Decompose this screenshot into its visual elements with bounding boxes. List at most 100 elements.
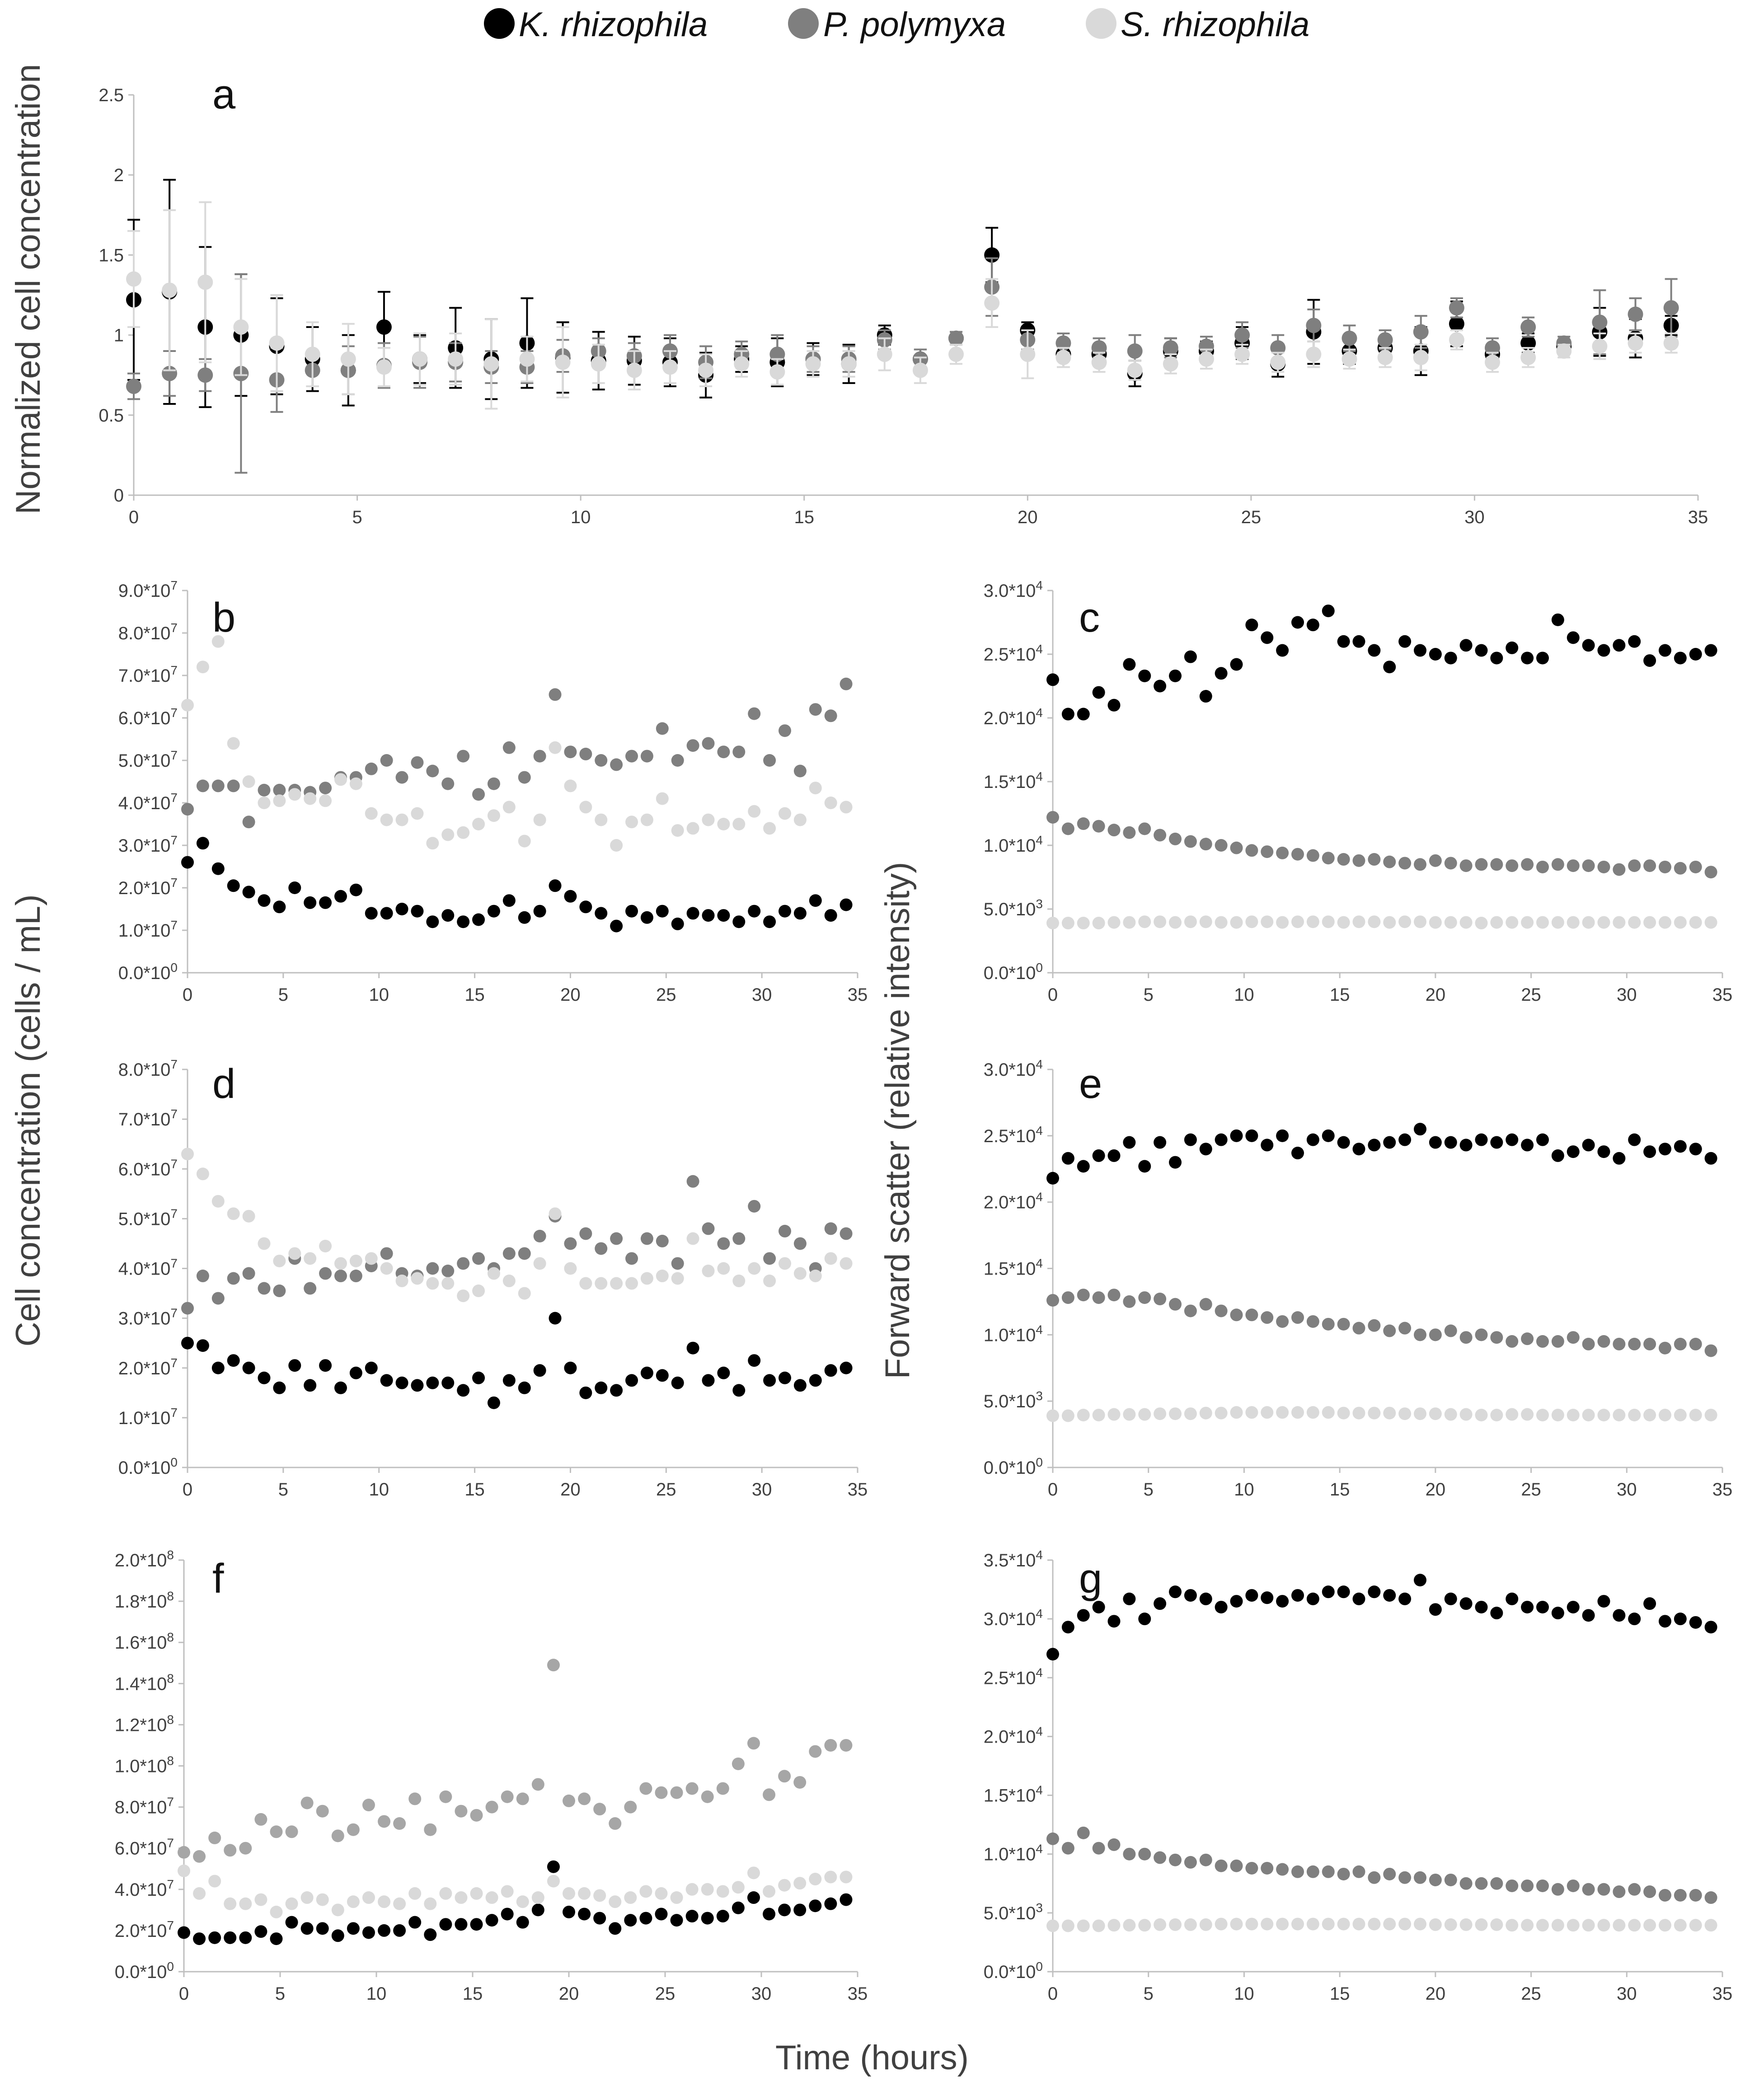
data-point: [1199, 915, 1212, 928]
data-point: [1704, 1891, 1717, 1904]
x-tick-label: 30: [1617, 1480, 1637, 1500]
data-point: [1582, 1609, 1595, 1622]
data-point: [1306, 1315, 1319, 1328]
data-point: [1490, 1918, 1503, 1931]
data-point: [1061, 1291, 1074, 1304]
data-point: [1276, 1595, 1289, 1608]
data-point: [1352, 1865, 1365, 1878]
data-point: [1077, 1609, 1090, 1622]
data-point: [347, 1823, 360, 1836]
data-point: [331, 1829, 344, 1842]
data-point: [1306, 619, 1319, 632]
data-point: [912, 362, 928, 378]
data-point: [547, 1875, 560, 1888]
data-point: [1199, 1592, 1212, 1605]
y-tick-label: 3.5*104: [984, 1548, 1043, 1570]
data-point: [533, 1364, 546, 1377]
data-point: [763, 1885, 776, 1898]
data-point: [457, 750, 470, 763]
data-point: [258, 1371, 271, 1384]
series-c-1: [1046, 811, 1717, 879]
data-point: [1261, 915, 1274, 928]
data-point: [1046, 1294, 1059, 1307]
data-point: [426, 837, 439, 850]
data-point: [824, 909, 837, 922]
data-point: [485, 1914, 498, 1927]
data-point: [242, 816, 255, 829]
data-point: [778, 1371, 791, 1384]
y-tick-label: 5.0*103: [984, 1389, 1043, 1411]
data-point: [1046, 917, 1059, 930]
data-point: [1230, 1859, 1243, 1872]
data-point: [1107, 1615, 1121, 1628]
x-tick-label: 20: [560, 985, 581, 1005]
data-point: [1429, 1328, 1442, 1341]
data-point: [349, 1270, 362, 1283]
series-a-0: [126, 178, 1679, 408]
data-point: [840, 898, 853, 911]
data-point: [686, 1232, 699, 1245]
data-point: [1154, 829, 1167, 842]
data-point: [1444, 1408, 1457, 1421]
data-point: [639, 1782, 652, 1795]
data-point: [1444, 1136, 1457, 1149]
data-point: [1643, 1919, 1656, 1932]
data-point: [516, 1895, 529, 1908]
data-point: [1046, 673, 1059, 686]
data-point: [793, 764, 807, 778]
data-point: [1383, 1324, 1396, 1337]
data-point: [408, 1887, 422, 1900]
data-point: [1398, 915, 1412, 928]
data-point: [1628, 1133, 1641, 1146]
data-point: [701, 1790, 714, 1803]
data-point: [1444, 1873, 1457, 1886]
data-point: [1413, 1917, 1426, 1931]
data-point: [380, 1247, 393, 1260]
panel-c: c 0 5 10 15 20 25 30 35 0.0*100 5.0*103 1.0*104 1.5*…: [984, 578, 1733, 1005]
x-tick-label: 30: [1617, 985, 1637, 1005]
data-point: [1551, 1409, 1564, 1422]
data-point: [1077, 708, 1090, 721]
data-point: [1306, 1406, 1319, 1419]
data-point: [1107, 916, 1121, 929]
data-point: [1567, 1919, 1580, 1932]
data-point: [1398, 1871, 1412, 1884]
data-point: [1154, 1851, 1167, 1864]
data-point: [285, 1916, 298, 1929]
legend-label-p-polymyxa: P. polymyxa: [823, 5, 1006, 44]
data-point: [670, 1891, 683, 1904]
data-point: [518, 911, 531, 924]
data-point: [1046, 811, 1059, 824]
data-point: [1658, 1341, 1671, 1355]
data-point: [1521, 1879, 1534, 1892]
data-point: [1429, 1407, 1442, 1420]
data-point: [1154, 1918, 1167, 1931]
data-point: [1536, 860, 1549, 873]
data-point: [809, 1745, 822, 1758]
data-point: [640, 1366, 653, 1379]
data-point: [411, 807, 424, 820]
data-point: [211, 1195, 225, 1208]
data-point: [1291, 1147, 1304, 1160]
data-point: [242, 775, 255, 788]
data-point: [426, 1376, 439, 1389]
legend-item-s-rhizophila: S. rhizophila: [1086, 5, 1309, 44]
data-point: [1521, 1919, 1534, 1932]
data-point: [258, 1282, 271, 1295]
data-point: [1506, 1335, 1519, 1348]
data-point: [1055, 335, 1071, 351]
data-point: [472, 1252, 485, 1265]
data-point: [1270, 340, 1286, 356]
data-point: [1597, 1409, 1610, 1422]
data-point: [1613, 1885, 1626, 1898]
data-point: [349, 1366, 362, 1379]
data-point: [625, 1277, 638, 1290]
data-point: [1413, 1123, 1426, 1136]
data-point: [564, 890, 577, 903]
data-point: [1704, 866, 1717, 879]
data-point: [1368, 1585, 1381, 1598]
data-point: [1184, 1304, 1197, 1317]
data-point: [426, 1277, 439, 1290]
y-tick-label: 4.0*107: [118, 1256, 178, 1279]
y-tick-label: 9.0*107: [118, 578, 178, 601]
